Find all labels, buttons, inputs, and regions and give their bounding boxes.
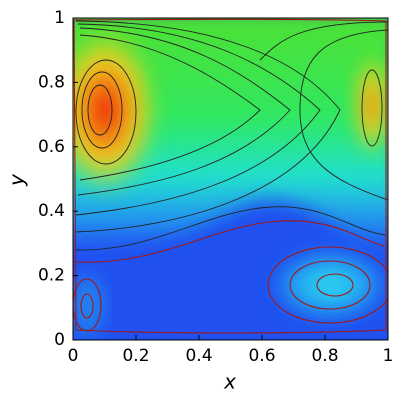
x-tick-label: 0.4 [185,346,212,366]
y-tick-label: 0.6 [38,137,65,157]
y-axis-label: y [5,173,29,187]
x-tick-label: 1 [383,346,394,366]
y-tick-label: 0.2 [38,266,65,286]
x-axis-label: x [223,370,236,394]
y-tick-label: 0 [54,330,65,350]
y-tick-label: 1 [54,8,65,28]
plot-frame [72,17,389,341]
x-tick-label: 0.8 [311,346,338,366]
x-tick-label: 0.6 [248,346,275,366]
x-tick-label: 0.2 [122,346,149,366]
x-tick-label: 0 [68,346,79,366]
y-tick-label: 0.8 [38,72,65,92]
y-tick-label: 0.4 [38,201,65,221]
contour-field [73,18,388,340]
